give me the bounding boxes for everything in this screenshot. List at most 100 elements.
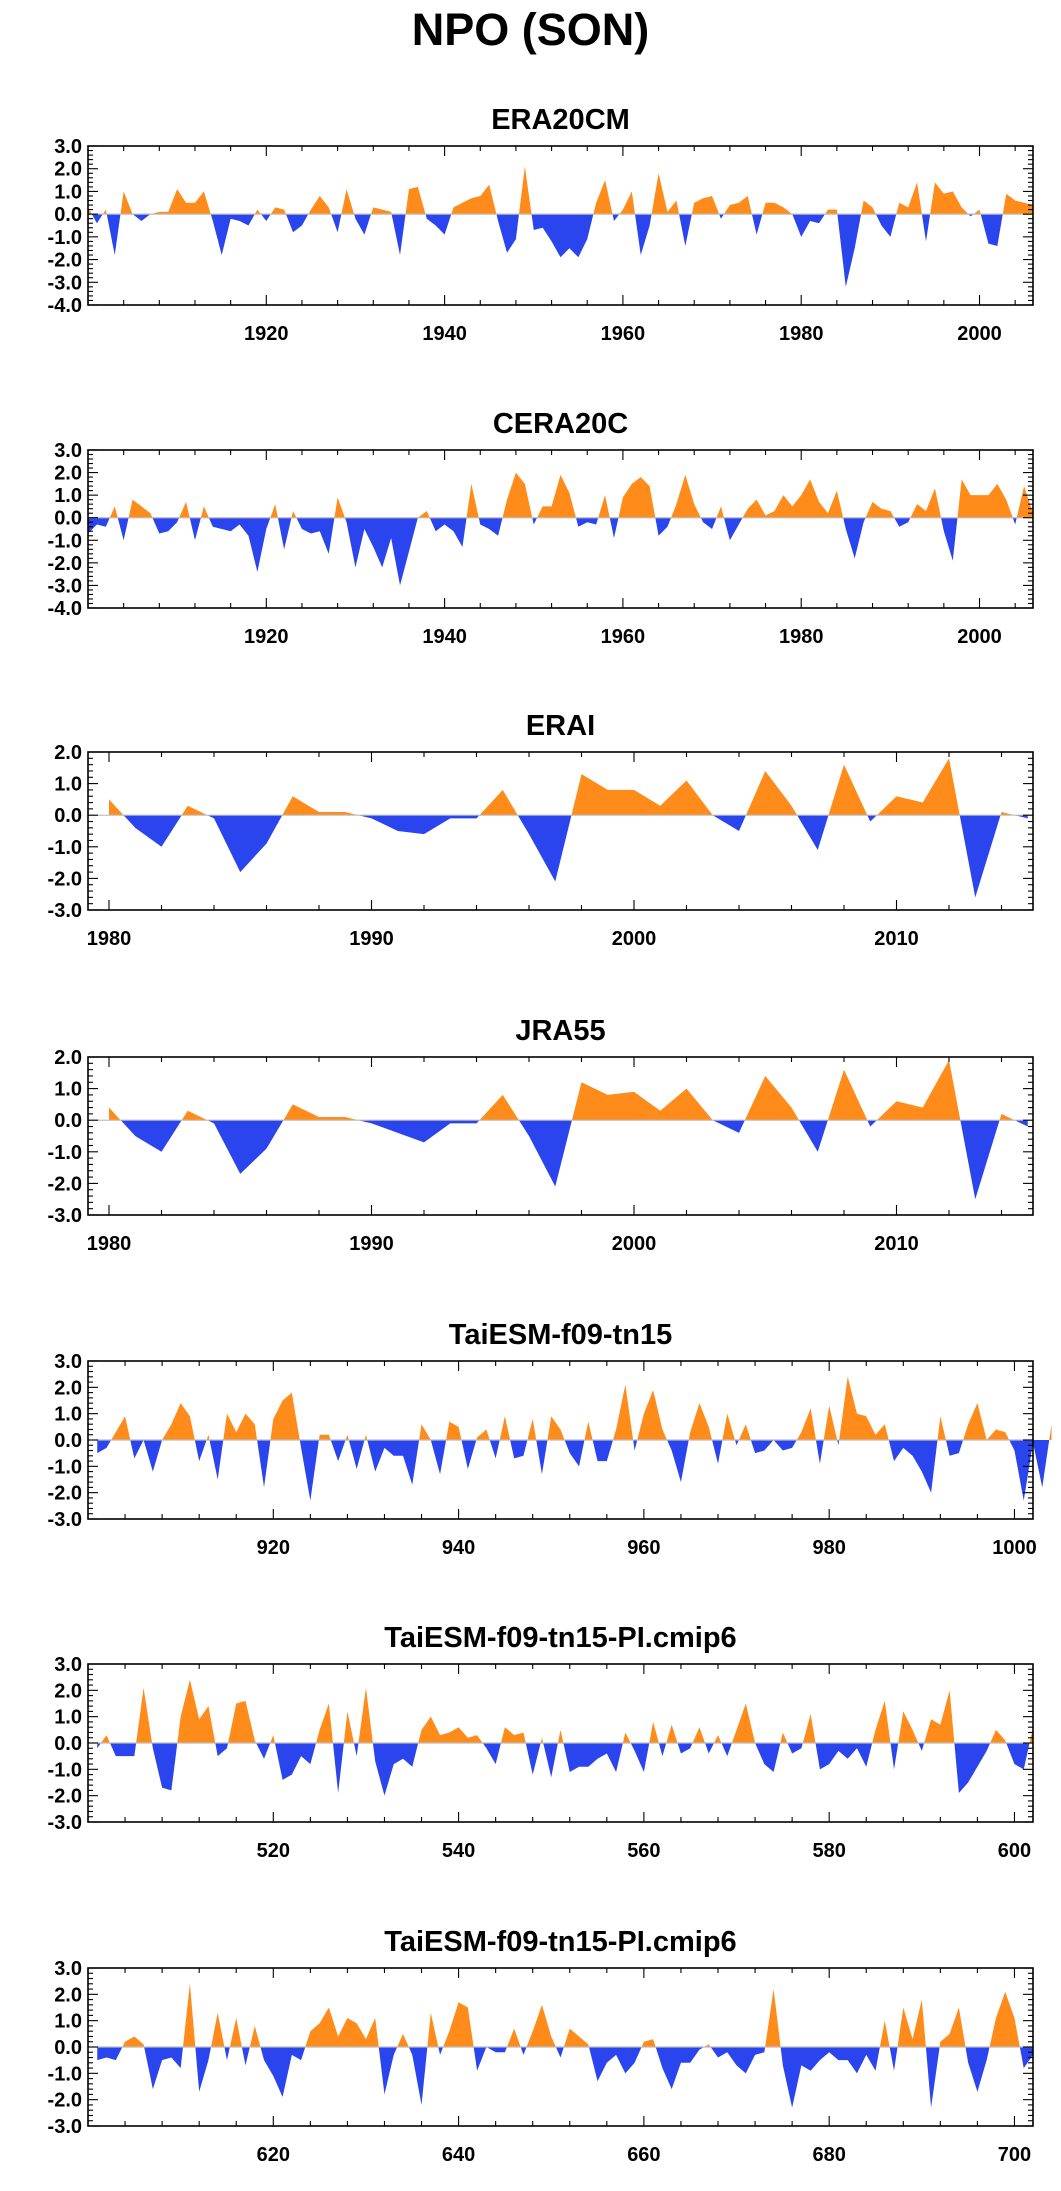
panel-7: TaiESM-f09-tn15-PI.cmip6 3.0 2.0 1.0 0.0 -1.0… <box>48 1926 1034 2166</box>
negative-area <box>97 2047 1033 2108</box>
x-tick-label: 1980 <box>87 928 132 950</box>
x-tick-label: 960 <box>627 1537 660 1559</box>
y-tick-label: -2.0 <box>48 1173 82 1195</box>
x-tick-label: 1920 <box>244 323 289 345</box>
negative-area <box>88 517 1017 586</box>
y-tick-label: -3.0 <box>48 1812 82 1834</box>
x-tick-label: 2010 <box>874 928 919 950</box>
y-tick-label: -3.0 <box>48 2116 82 2138</box>
positive-area <box>109 758 1015 816</box>
y-tick-label: -3.0 <box>48 1509 82 1531</box>
negative-area <box>97 1440 1050 1501</box>
y-tick-label: -1.0 <box>48 530 82 552</box>
y-tick-label: 0.0 <box>54 1733 82 1755</box>
panel-2: CERA20C 3.02.01.00.0-1.0-2.0-3.0-4.0 1920 1… <box>48 408 1034 648</box>
y-tick-label: 3.0 <box>54 1958 82 1980</box>
panel-title: CERA20C <box>493 408 628 440</box>
x-tick-label: 2000 <box>957 626 1002 648</box>
y-tick-label: 0.0 <box>54 2037 82 2059</box>
x-tick-label: 1920 <box>244 626 289 648</box>
x-tick-label: 1000 <box>992 1537 1037 1559</box>
y-tick-label: 2.0 <box>54 463 82 485</box>
y-tick-label: 1.0 <box>54 485 82 507</box>
y-tick-label: 3.0 <box>54 136 82 158</box>
x-tick-label: 980 <box>812 1537 845 1559</box>
x-tick-label: 700 <box>998 2144 1031 2166</box>
x-tick-label: 580 <box>812 1840 845 1862</box>
positive-area <box>109 472 1034 518</box>
x-tick-label: 1960 <box>601 626 646 648</box>
y-tick-label: -3.0 <box>48 1205 82 1227</box>
plot-frame <box>87 1056 1034 1216</box>
panel-title: ERAI <box>526 710 595 742</box>
panel-title: TaiESM-f09-tn15-PI.cmip6 <box>384 1926 736 1958</box>
x-tick-label: 940 <box>442 1537 475 1559</box>
negative-area <box>91 214 1003 287</box>
negative-area <box>123 815 1028 898</box>
x-tick-label: 1990 <box>349 928 394 950</box>
y-tick-label: 2.0 <box>54 159 82 181</box>
positive-area <box>109 1060 1015 1121</box>
x-tick-label: 920 <box>257 1537 290 1559</box>
positive-area <box>111 1376 1052 1440</box>
y-tick-label: 2.0 <box>54 1377 82 1399</box>
y-tick-label: 2.0 <box>54 1984 82 2006</box>
y-tick-label: 1.0 <box>54 1079 82 1101</box>
panel-title: TaiESM-f09-tn15-PI.cmip6 <box>384 1622 736 1654</box>
y-tick-label: -1.0 <box>48 227 82 249</box>
x-tick-label: 2000 <box>957 323 1002 345</box>
x-tick-label: 2000 <box>612 1233 657 1255</box>
panel-5: TaiESM-f09-tn15 3.0 2.0 1.0 0.0 -1.0 -2.0 -3.0 9… <box>48 1319 1052 1559</box>
panel-6: TaiESM-f09-tn15-PI.cmip6 3.0 2.0 1.0 0.0 -1.0… <box>48 1622 1034 1862</box>
y-tick-label: -2.0 <box>48 1483 82 1505</box>
y-tick-label: 0.0 <box>54 508 82 530</box>
x-tick-label: 1940 <box>422 323 467 345</box>
y-tick-label: 2.0 <box>54 742 82 764</box>
x-tick-label: 640 <box>442 2144 475 2166</box>
y-tick-label: -4.0 <box>48 295 82 317</box>
x-tick-label: 2000 <box>612 928 657 950</box>
y-tick-label: 1.0 <box>54 181 82 203</box>
y-tick-label: 1.0 <box>54 1707 82 1729</box>
panel-title: ERA20CM <box>491 104 630 136</box>
x-tick-label: 1960 <box>601 323 646 345</box>
y-tick-label: -1.0 <box>48 1456 82 1478</box>
y-tick-label: 1.0 <box>54 774 82 796</box>
x-tick-label: 1990 <box>349 1233 394 1255</box>
positive-area <box>100 1679 1034 1743</box>
negative-area <box>120 1120 1028 1200</box>
y-tick-label: -2.0 <box>48 2090 82 2112</box>
x-tick-label: 1940 <box>422 626 467 648</box>
y-tick-label: -2.0 <box>48 1786 82 1808</box>
y-tick-label: -3.0 <box>48 575 82 597</box>
panel-title: JRA55 <box>515 1015 605 1047</box>
y-tick-label: -3.0 <box>48 272 82 294</box>
y-tick-label: 3.0 <box>54 1351 82 1373</box>
x-tick-label: 1980 <box>779 626 824 648</box>
y-tick-label: 0.0 <box>54 805 82 827</box>
figure-title: NPO (SON) <box>411 4 650 55</box>
y-tick-label: -3.0 <box>48 900 82 922</box>
y-tick-label: -4.0 <box>48 598 82 620</box>
y-tick-label: 3.0 <box>54 440 82 462</box>
y-tick-label: 0.0 <box>54 204 82 226</box>
x-tick-label: 540 <box>442 1840 475 1862</box>
y-tick-label: -1.0 <box>48 1142 82 1164</box>
x-tick-label: 2010 <box>874 1233 919 1255</box>
y-tick-label: 1.0 <box>54 2011 82 2033</box>
y-tick-label: -1.0 <box>48 1759 82 1781</box>
y-tick-label: -2.0 <box>48 250 82 272</box>
positive-area <box>122 1983 1020 2047</box>
x-tick-label: 520 <box>257 1840 290 1862</box>
y-tick-label: 2.0 <box>54 1680 82 1702</box>
positive-area <box>88 166 1033 215</box>
x-tick-label: 600 <box>998 1840 1031 1862</box>
y-tick-label: 2.0 <box>54 1047 82 1069</box>
x-tick-label: 660 <box>627 2144 660 2166</box>
panel-title: TaiESM-f09-tn15 <box>449 1319 672 1351</box>
plot-frame <box>87 751 1034 911</box>
x-tick-label: 560 <box>627 1840 660 1862</box>
y-tick-label: 0.0 <box>54 1430 82 1452</box>
